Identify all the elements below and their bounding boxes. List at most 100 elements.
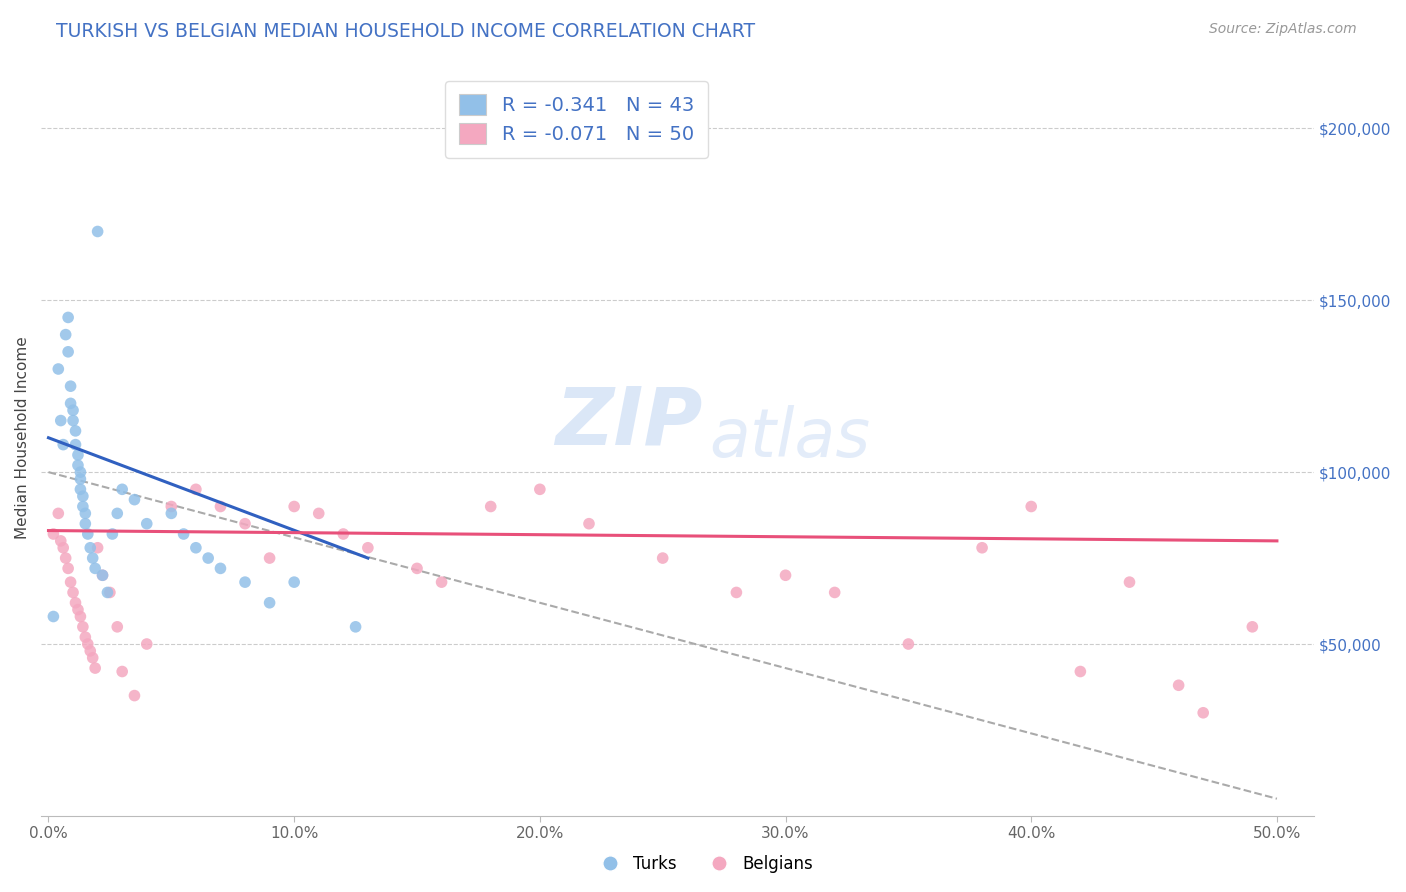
Point	[75, 507, 97, 521]
Point	[46, 362, 69, 376]
Point	[529, 483, 551, 497]
Point	[1069, 665, 1091, 679]
Point	[59, 396, 82, 410]
Point	[209, 561, 232, 575]
Point	[65, 424, 87, 438]
Point	[79, 644, 101, 658]
Point	[105, 507, 128, 521]
Point	[59, 379, 82, 393]
Point	[233, 575, 256, 590]
Point	[96, 585, 118, 599]
Point	[824, 585, 846, 599]
Point	[111, 665, 134, 679]
Point	[42, 527, 65, 541]
Point	[91, 568, 114, 582]
Legend: R = -0.341   N = 43, R = -0.071   N = 50: R = -0.341 N = 43, R = -0.071 N = 50	[446, 80, 707, 158]
Point	[1019, 500, 1042, 514]
Point	[82, 650, 104, 665]
Point	[55, 327, 77, 342]
Point	[56, 344, 79, 359]
Point	[91, 568, 114, 582]
Point	[184, 483, 207, 497]
Point	[56, 561, 79, 575]
Point	[46, 507, 69, 521]
Point	[970, 541, 993, 555]
Point	[75, 630, 97, 644]
Point	[62, 585, 84, 599]
Point	[69, 472, 91, 486]
Point	[49, 413, 72, 427]
Point	[69, 465, 91, 479]
Point	[479, 500, 502, 514]
Y-axis label: Median Household Income: Median Household Income	[15, 336, 30, 539]
Point	[160, 507, 183, 521]
Point	[259, 551, 281, 566]
Point	[82, 551, 104, 566]
Text: TURKISH VS BELGIAN MEDIAN HOUSEHOLD INCOME CORRELATION CHART: TURKISH VS BELGIAN MEDIAN HOUSEHOLD INCO…	[56, 22, 755, 41]
Point	[101, 527, 124, 541]
Point	[66, 448, 89, 462]
Text: atlas: atlas	[709, 405, 870, 471]
Point	[357, 541, 380, 555]
Point	[42, 609, 65, 624]
Point	[84, 561, 107, 575]
Point	[651, 551, 673, 566]
Point	[332, 527, 354, 541]
Point	[72, 489, 94, 503]
Point	[197, 551, 219, 566]
Point	[65, 437, 87, 451]
Point	[62, 403, 84, 417]
Point	[124, 689, 146, 703]
Point	[66, 458, 89, 473]
Point	[98, 585, 121, 599]
Point	[184, 541, 207, 555]
Point	[135, 637, 157, 651]
Point	[66, 602, 89, 616]
Point	[160, 500, 183, 514]
Point	[105, 620, 128, 634]
Point	[578, 516, 600, 531]
Point	[56, 310, 79, 325]
Point	[135, 516, 157, 531]
Point	[79, 541, 101, 555]
Point	[72, 500, 94, 514]
Point	[173, 527, 195, 541]
Point	[1192, 706, 1215, 720]
Point	[283, 500, 305, 514]
Point	[1241, 620, 1264, 634]
Point	[84, 661, 107, 675]
Point	[76, 527, 98, 541]
Point	[49, 533, 72, 548]
Point	[1118, 575, 1140, 590]
Point	[430, 575, 453, 590]
Point	[344, 620, 367, 634]
Text: Source: ZipAtlas.com: Source: ZipAtlas.com	[1209, 22, 1357, 37]
Point	[897, 637, 920, 651]
Point	[283, 575, 305, 590]
Point	[59, 575, 82, 590]
Point	[52, 541, 75, 555]
Point	[75, 516, 97, 531]
Point	[62, 413, 84, 427]
Point	[308, 507, 330, 521]
Point	[725, 585, 748, 599]
Point	[406, 561, 429, 575]
Point	[86, 541, 108, 555]
Legend: Turks, Belgians: Turks, Belgians	[586, 848, 820, 880]
Point	[111, 483, 134, 497]
Point	[55, 551, 77, 566]
Point	[69, 483, 91, 497]
Point	[72, 620, 94, 634]
Point	[65, 596, 87, 610]
Point	[69, 609, 91, 624]
Point	[775, 568, 797, 582]
Point	[209, 500, 232, 514]
Point	[124, 492, 146, 507]
Point	[1167, 678, 1189, 692]
Point	[259, 596, 281, 610]
Point	[86, 225, 108, 239]
Point	[233, 516, 256, 531]
Text: ZIP: ZIP	[555, 384, 703, 462]
Point	[52, 437, 75, 451]
Point	[76, 637, 98, 651]
